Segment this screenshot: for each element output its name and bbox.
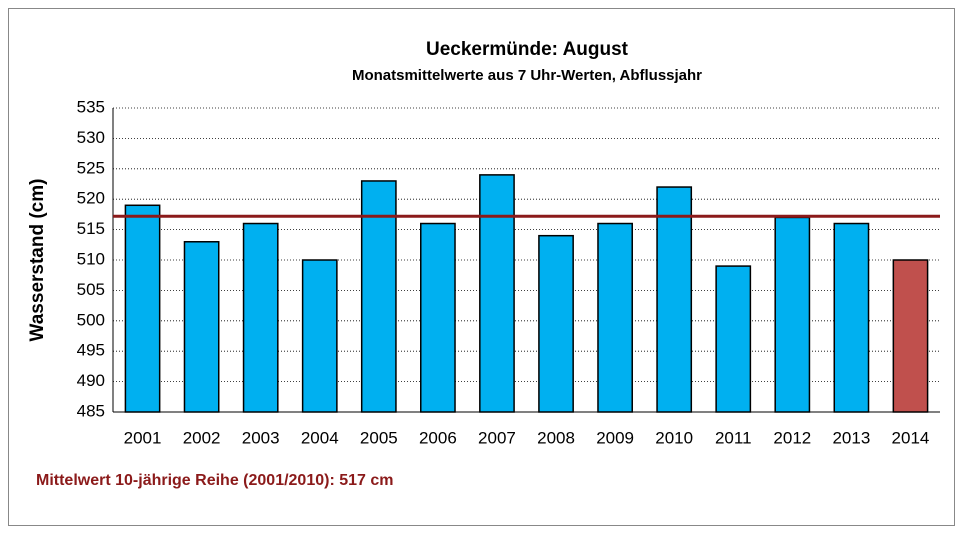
x-tick-label: 2010 (655, 428, 693, 447)
bar (360, 180, 397, 413)
bar (479, 174, 515, 413)
bar (242, 222, 279, 413)
x-tick-label: 2002 (183, 428, 221, 447)
x-tick-label: 2006 (419, 428, 457, 447)
bar (538, 234, 574, 413)
y-tick-label: 535 (77, 97, 105, 116)
bar (301, 259, 338, 413)
x-tick-label: 2011 (715, 428, 752, 447)
x-tick-label: 2014 (892, 428, 930, 447)
x-tick-label: 2007 (478, 428, 516, 447)
y-tick-label: 505 (77, 280, 105, 299)
y-tick-label: 520 (77, 189, 105, 208)
bar (892, 259, 929, 413)
chart-subtitle: Monatsmittelwerte aus 7 Uhr-Werten, Abfl… (352, 67, 702, 84)
y-tick-label: 525 (77, 158, 105, 177)
y-tick-label: 510 (77, 249, 105, 268)
x-tick-label: 2004 (301, 428, 339, 447)
x-tick-label: 2003 (242, 428, 280, 447)
bar (124, 204, 161, 413)
annotation: Mittelwert 10-jährige Reihe (2001/2010):… (36, 472, 394, 489)
bar (656, 186, 693, 413)
y-tick-label: 515 (77, 219, 105, 238)
bar (774, 216, 811, 413)
chart-title: Ueckermünde: August (426, 39, 629, 60)
x-tick-label: 2009 (596, 428, 634, 447)
bar (715, 265, 752, 413)
y-tick-label: 500 (77, 310, 105, 329)
x-tick-label: 2005 (360, 428, 398, 447)
bar (420, 222, 456, 413)
x-tick-label: 2013 (832, 428, 870, 447)
y-axis-title: Wasserstand (cm) (27, 179, 48, 342)
bar (833, 222, 870, 413)
y-tick-label: 495 (77, 341, 105, 360)
x-tick-label: 2012 (773, 428, 811, 447)
y-tick-label: 485 (77, 401, 105, 420)
x-tick-label: 2008 (537, 428, 575, 447)
y-tick-label: 490 (77, 371, 105, 390)
x-tick-label: 2001 (124, 428, 162, 447)
y-tick-label: 530 (77, 128, 105, 147)
bar (183, 241, 220, 413)
bar (597, 222, 633, 413)
